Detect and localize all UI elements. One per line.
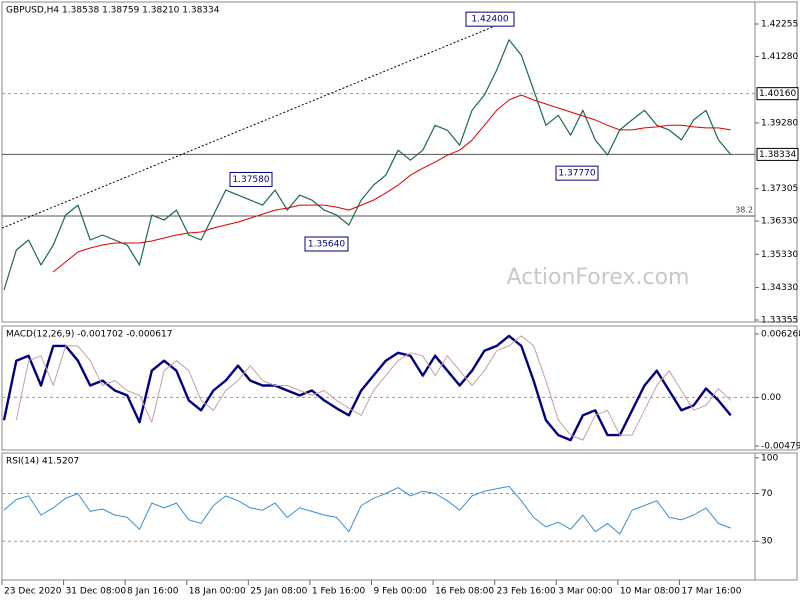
series-line [15, 335, 732, 441]
y-tick-label: 1.39280 [761, 118, 798, 128]
x-tick-label: 1 Feb 16:00 [312, 587, 366, 597]
y-tick-label: 1.42255 [761, 19, 798, 29]
annotation-box [555, 165, 599, 181]
annotation-box [465, 11, 515, 27]
x-tick-label: 9 Feb 00:00 [374, 587, 428, 597]
level-label: 1.40160 [759, 89, 796, 99]
x-tick-label: 3 Mar 00:00 [558, 587, 613, 597]
panel-frame [1, 1, 798, 323]
level-label: 1.38334 [759, 150, 796, 160]
panel-title: MACD(12,26,9) -0.001702 -0.000617 [6, 330, 172, 340]
x-tick-label: 8 Jan 16:00 [127, 587, 179, 597]
y-tick-label: -0.004793 [761, 441, 800, 451]
y-tick-label: 1.37305 [761, 184, 798, 194]
x-tick-label: 31 Dec 08:00 [66, 587, 127, 597]
panel-title: RSI(14) 41.5207 [6, 457, 79, 467]
series-line [2, 334, 732, 442]
level-label: 38.2 [735, 205, 753, 214]
panel-title: GBPUSD,H4 1.38538 1.38759 1.38210 1.3833… [6, 6, 220, 16]
series-line [3, 39, 732, 291]
annotation: 1.42400 [471, 15, 508, 25]
x-tick-label: 23 Dec 2020 [4, 587, 62, 597]
y-tick-label: 1.33355 [761, 316, 798, 326]
x-tick-label: 25 Jan 08:00 [250, 587, 307, 597]
trend-line [1, 17, 516, 229]
y-tick-label: 0.00 [761, 393, 781, 403]
y-tick-label: 1.35330 [761, 250, 798, 260]
y-tick-label: 30 [761, 537, 773, 547]
x-tick-label: 18 Jan 00:00 [189, 587, 246, 597]
level-label-box [756, 87, 799, 101]
annotation-box [304, 236, 349, 252]
annotation: 1.35640 [308, 240, 345, 250]
x-tick-label: 10 Mar 08:00 [620, 587, 680, 597]
y-tick-label: 1.36330 [761, 217, 798, 227]
watermark: ActionForex.com [507, 265, 690, 290]
y-tick-label: 1.34330 [761, 283, 798, 293]
annotation: 1.37770 [558, 169, 595, 179]
panel-frame [1, 325, 798, 451]
panel-frame [1, 452, 798, 581]
level-label-box [756, 147, 799, 161]
y-tick-label: 0.006268 [761, 329, 800, 339]
series-line [3, 485, 731, 535]
x-tick-label: 17 Mar 16:00 [681, 587, 741, 597]
y-tick-label: 70 [761, 489, 773, 499]
annotation: 1.37580 [232, 175, 269, 185]
x-tick-label: 16 Feb 08:00 [435, 587, 494, 597]
annotation-box [229, 171, 273, 187]
x-tick-label: 23 Feb 16:00 [497, 587, 556, 597]
series-line [52, 94, 731, 273]
y-tick-label: 100 [761, 453, 778, 463]
y-tick-label: 1.41280 [761, 52, 798, 62]
